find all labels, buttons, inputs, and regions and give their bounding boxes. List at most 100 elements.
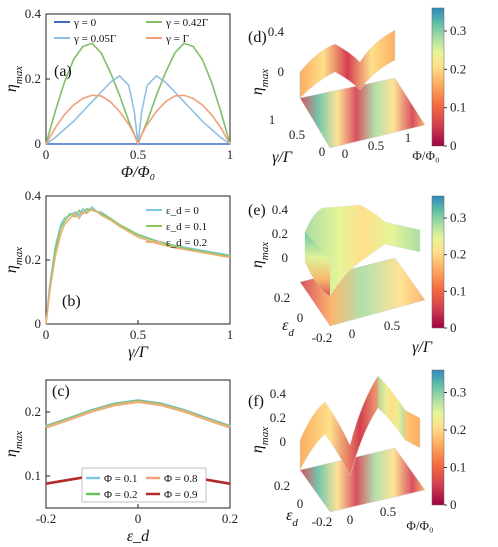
z-tick-label: 0.4 [272, 202, 289, 217]
y-tick-label: 0.5 [289, 127, 305, 142]
x-tick-label: 0.5 [368, 138, 384, 153]
x-axis-label: ε_d [127, 528, 150, 545]
z-axis-label: ηmax [249, 69, 271, 95]
z-tick-label: 0.2 [272, 226, 288, 241]
y-tick-label: 0 [297, 496, 304, 511]
legend-label: Φ = 0.9 [164, 489, 198, 501]
x-tick-label: 0 [43, 327, 50, 342]
floor-heatmap [299, 447, 426, 513]
x-tick-label: 0 [347, 512, 354, 527]
y-tick-label: 0 [35, 316, 42, 331]
z-tick-label: 0 [280, 434, 287, 449]
z-tick-label: 0.4 [268, 24, 285, 39]
legend-label: Φ = 0.8 [164, 473, 198, 485]
series-line [45, 94, 231, 147]
colorbar-tick-label: 0.1 [450, 100, 466, 115]
x-tick-label: 0.5 [130, 327, 146, 342]
y-tick-label: 0.4 [25, 6, 42, 21]
x-tick-label: 0 [43, 147, 50, 162]
x-tick-label: -0.2 [36, 511, 57, 526]
z-tick-label: 0.2 [270, 410, 286, 425]
y-tick-label: 0.1 [25, 468, 41, 483]
x-tick-label: 1 [227, 327, 234, 342]
colorbar-tick-label: 0 [450, 497, 457, 512]
surface-side [305, 232, 330, 296]
x-tick-label: 0.5 [380, 504, 396, 519]
y-tick-label: 0.2 [274, 290, 290, 305]
panel-label: (a) [54, 63, 72, 80]
colorbar-tick-label: 0.3 [450, 385, 466, 400]
panel-f: (f)ηmax 00.20.40.20-0.2 00.5εd Φ/Φ₀00.10.20… [248, 369, 466, 533]
y-tick-label: 0.4 [25, 188, 42, 203]
y-tick-label: 0 [319, 144, 326, 159]
z-axis-label: ηmax [249, 242, 271, 268]
legend: Φ = 0.1 Φ = 0.8 Φ = 0.2 Φ = 0.9 [81, 467, 207, 503]
legend-label: ε_d = 0.1 [166, 221, 207, 233]
legend-label: ε_d = 0 [166, 205, 199, 217]
legend-label: γ = 0.42Γ [165, 17, 208, 29]
x-axis-label: γ/Γ [128, 344, 149, 361]
panel-label: (e) [248, 202, 266, 219]
panel-label: (b) [62, 293, 81, 310]
z-tick-label: 0 [282, 250, 289, 265]
colorbar [431, 7, 445, 147]
y-axis-label: ηmax [3, 247, 25, 273]
y-tick-label: 0.2 [25, 71, 41, 86]
colorbar-tick-label: 0.3 [450, 210, 466, 225]
y-tick-label: -0.2 [312, 514, 333, 529]
y-axis-label: ηmax [3, 431, 25, 457]
panel-a: 0 0.5 1 0 0.2 0.4 Φ/Φ₀ ηmax (a) γ = 0 γ = 0.42Γ γ =… [3, 6, 233, 181]
surface [299, 29, 396, 99]
x-axis-label: Φ/Φ₀ [121, 164, 155, 181]
surface-ridge [378, 376, 405, 440]
panel-d: (d) ηmax 0 0.4 1 0.5 0 0 0.5 1 γ/Γ Φ/Φ₀ 0 0.1 0.2 0.3 [248, 7, 466, 166]
legend-label: ε_d = 0.2 [166, 237, 207, 249]
y-tick-label: 0.2 [25, 252, 41, 267]
y-tick-label: -0.2 [312, 330, 333, 345]
y-tick-label: 1 [269, 112, 276, 127]
x-tick-label: 0 [135, 511, 142, 526]
colorbar-tick-label: 0.2 [450, 422, 466, 437]
x-tick-label: 0 [342, 146, 349, 161]
z-tick-label: 0 [278, 64, 285, 79]
colorbar-tick-label: 0.3 [450, 23, 466, 38]
y-axis-label: γ/Γ [272, 149, 293, 166]
x-axis-label: Φ/Φ₀ [406, 518, 433, 533]
series-line [45, 207, 231, 325]
colorbar-tick-label: 0.2 [450, 247, 466, 262]
x-axis-label: Φ/Φ₀ [412, 148, 439, 163]
y-tick-label: 0.2 [25, 404, 41, 419]
legend-box [81, 467, 207, 503]
plot-frame [45, 195, 231, 325]
panel-label: (d) [248, 29, 267, 46]
y-axis-label: εd [282, 317, 294, 339]
x-axis-label: γ/Γ [412, 339, 433, 356]
panel-label: (f) [248, 393, 264, 410]
y-axis-label: ηmax [3, 66, 25, 92]
z-tick-label: 0.4 [270, 386, 287, 401]
colorbar-tick-label: 0.1 [450, 460, 466, 475]
panel-e: (e) ηmax 0 0.2 0.4 0.2 0 -0.2 0 0.5 εd γ/Γ 0 0.1 0.2 0.… [248, 195, 466, 356]
panel-label: (c) [52, 383, 70, 400]
legend: ε_d = 0 ε_d = 0.1 ε_d = 0.2 [146, 205, 207, 249]
x-tick-label: 0 [349, 326, 356, 341]
x-tick-label: 0.5 [130, 147, 146, 162]
y-tick-label: 0 [35, 136, 42, 151]
x-tick-label: 0.2 [222, 511, 238, 526]
y-tick-label: 0.2 [274, 478, 290, 493]
legend: γ = 0 γ = 0.42Γ γ = 0.05Γ γ = Γ [54, 17, 208, 45]
colorbar-tick-label: 0.2 [450, 61, 466, 76]
legend-label: γ = 0.05Γ [73, 33, 116, 45]
legend-label: γ = 0 [73, 17, 97, 29]
colorbar-tick-label: 0.1 [450, 283, 466, 298]
x-tick-label: 0.5 [384, 318, 400, 333]
z-axis-label: ηmax [249, 427, 271, 453]
x-tick-label: 1 [227, 147, 234, 162]
series-line [45, 400, 231, 429]
legend-label: Φ = 0.1 [104, 473, 138, 485]
plot-frame [45, 13, 231, 145]
series-line [45, 207, 231, 325]
legend-label: Φ = 0.2 [104, 489, 138, 501]
